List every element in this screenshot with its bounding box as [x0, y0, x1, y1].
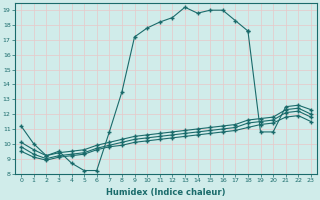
- X-axis label: Humidex (Indice chaleur): Humidex (Indice chaleur): [106, 188, 226, 197]
